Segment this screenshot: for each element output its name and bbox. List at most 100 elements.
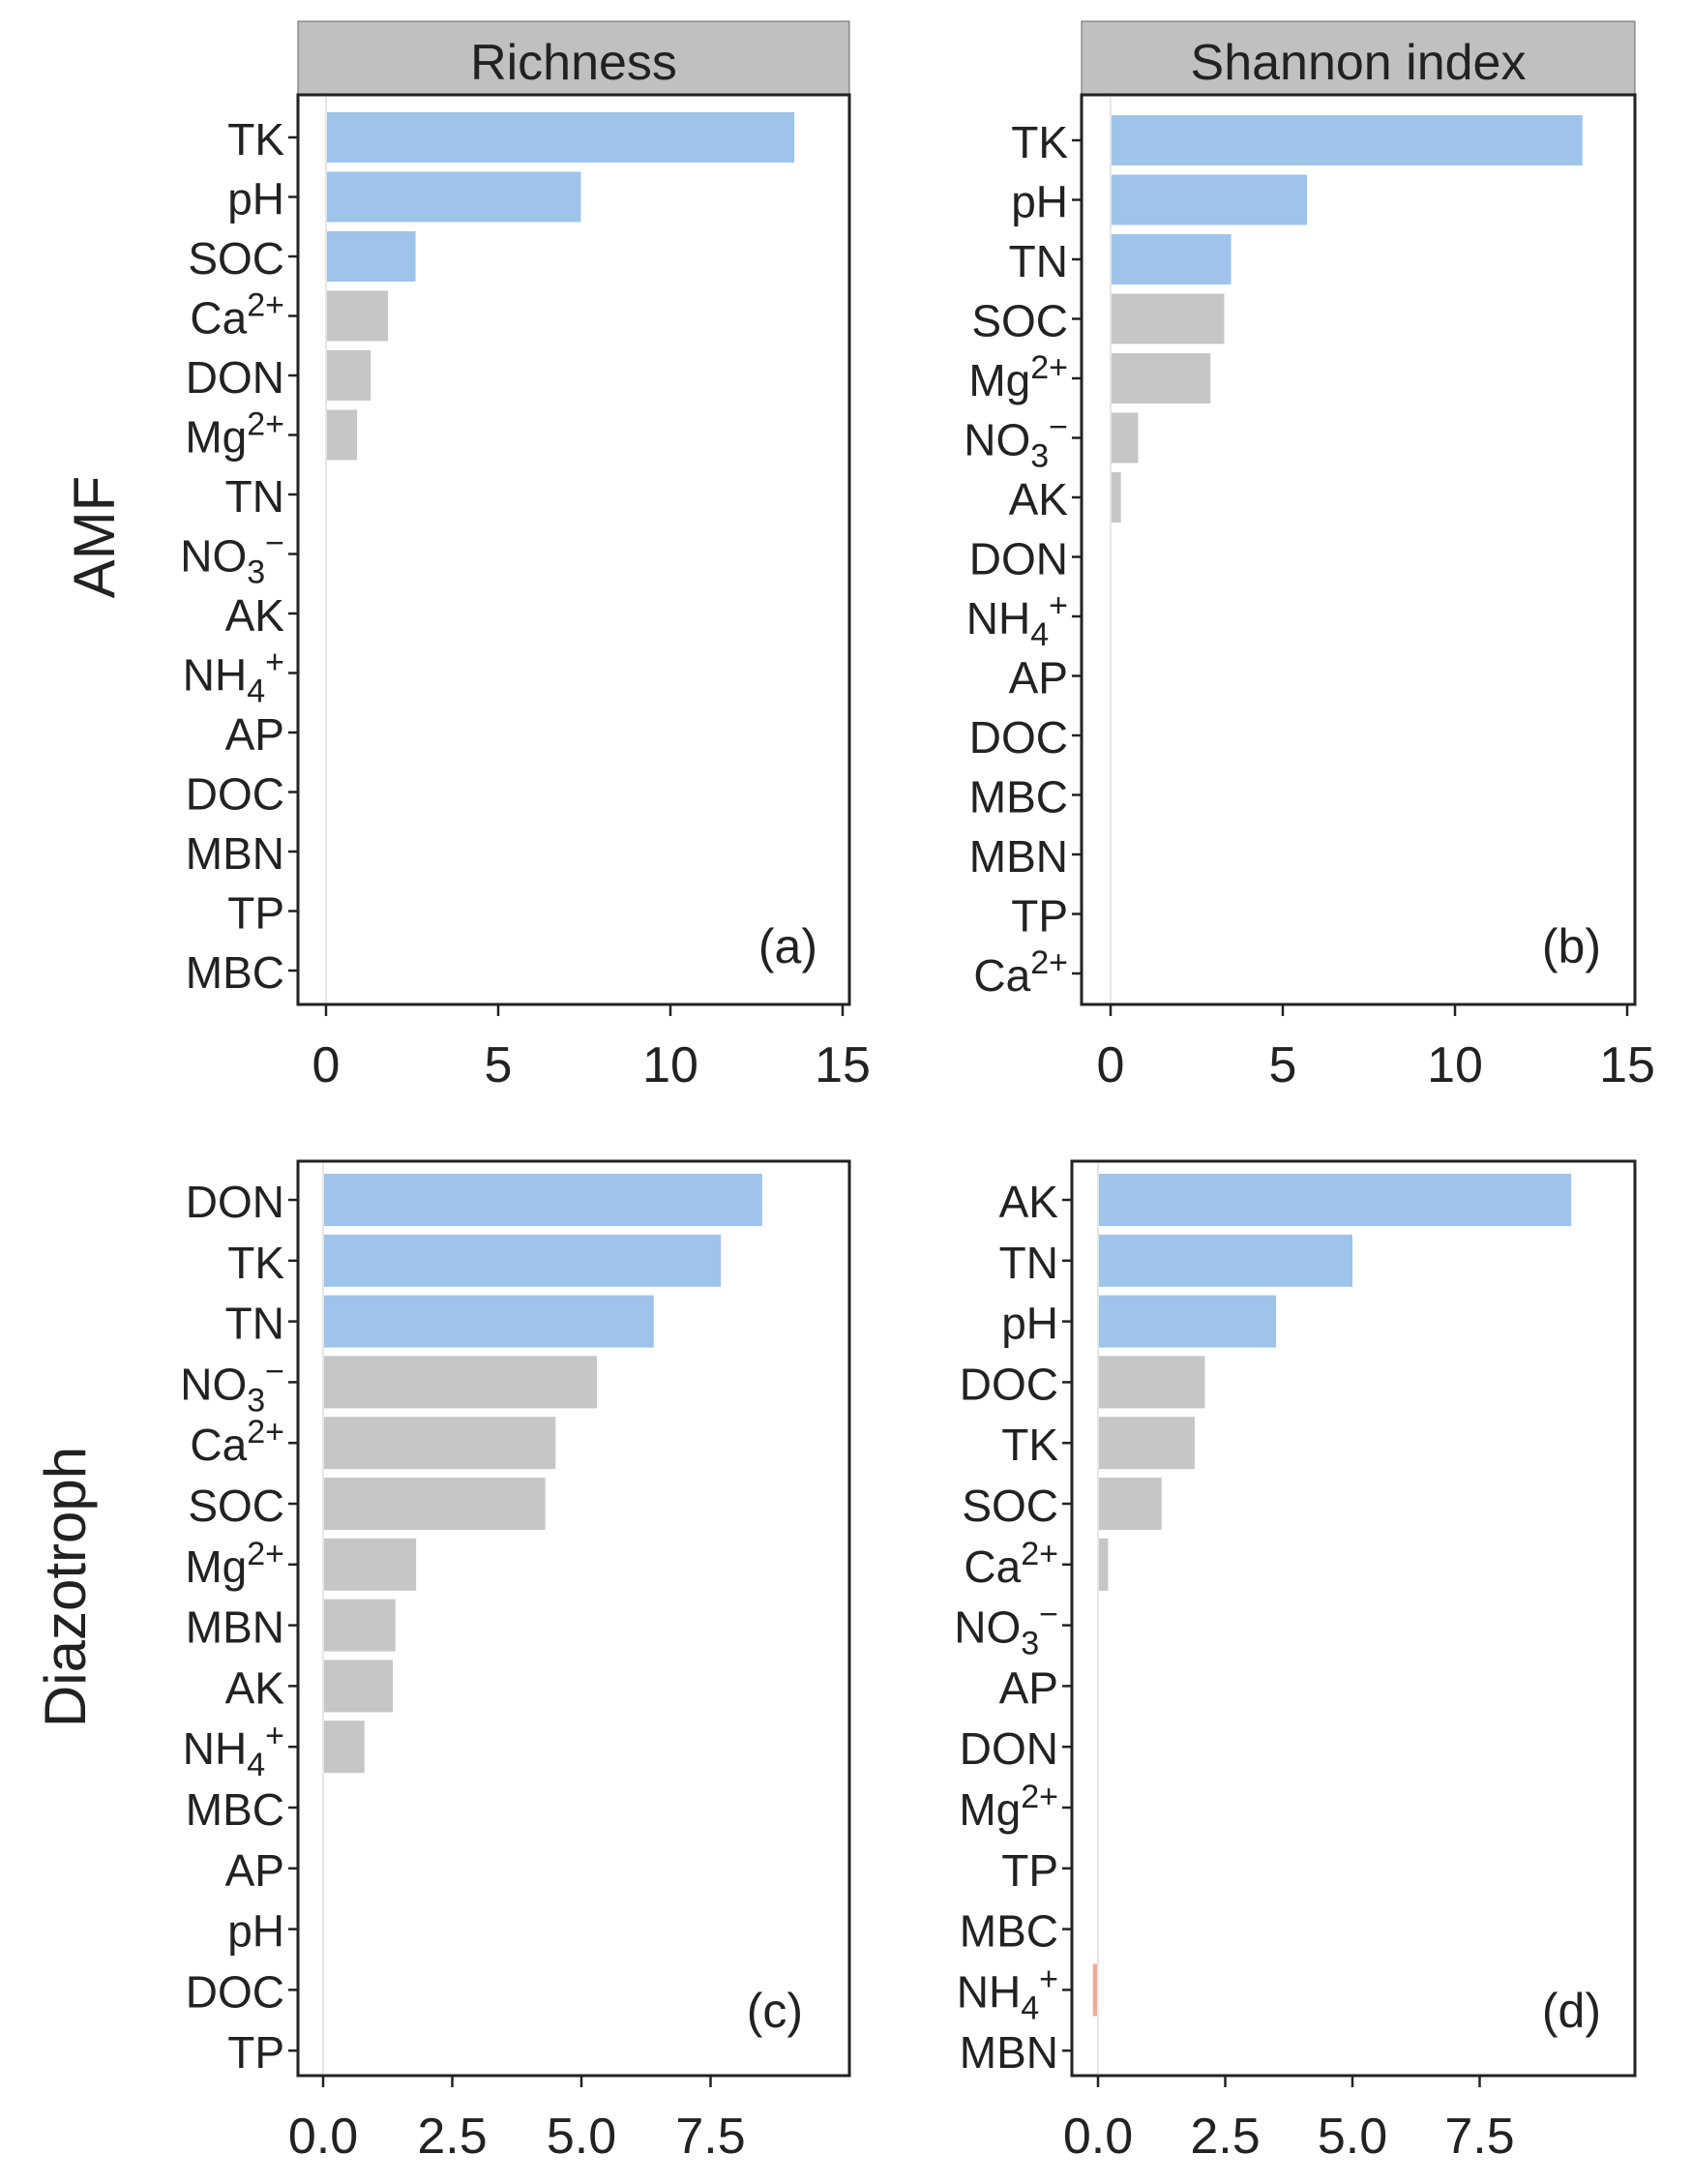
xtick-label-b-0: 0: [1097, 1037, 1125, 1093]
bar-d-nh4: [1092, 1963, 1098, 2017]
category-label-b-tk: TK: [1011, 117, 1068, 167]
bar-a-ph: [326, 171, 581, 223]
bar-d-tk: [1098, 1417, 1195, 1470]
bar-d-ph: [1098, 1295, 1277, 1348]
category-label-d-tn: TN: [999, 1238, 1058, 1288]
bar-a-mg2: [326, 409, 358, 461]
category-label-c-mbn: MBN: [186, 1602, 284, 1653]
category-label-c-don: DON: [186, 1177, 284, 1227]
bar-b-ph: [1111, 174, 1307, 225]
strip-shannon: Shannon index: [1081, 20, 1636, 96]
category-label-b-doc: DOC: [969, 712, 1068, 763]
xtick-label-c-3: 7.5: [675, 2109, 745, 2165]
bar-c-tk: [323, 1234, 722, 1287]
bar-d-soc: [1098, 1478, 1162, 1530]
row-label-diazotroph: Diazotroph: [33, 1447, 98, 1727]
category-label-b-tn: TN: [1009, 236, 1068, 286]
category-label-c-mg2: Mg2+: [185, 1536, 284, 1592]
category-label-d-ph: pH: [1001, 1299, 1058, 1349]
category-label-d-ak: AK: [999, 1177, 1059, 1227]
bar-b-ak: [1111, 472, 1121, 523]
category-label-c-ak: AK: [225, 1662, 285, 1713]
strip-richness-label: Richness: [470, 35, 677, 91]
strip-shannon-bg: [1081, 20, 1636, 96]
category-label-d-mbn: MBN: [960, 2027, 1058, 2078]
bar-c-mbn: [323, 1599, 396, 1652]
category-label-d-mbc: MBC: [960, 1906, 1058, 1957]
category-label-b-ak: AK: [1009, 474, 1069, 524]
bar-c-don: [323, 1174, 762, 1226]
category-label-c-no3: NO3−: [180, 1353, 284, 1419]
category-label-a-tp: TP: [227, 888, 284, 939]
category-label-b-tp: TP: [1011, 891, 1068, 942]
category-label-c-tp: TP: [227, 2027, 284, 2078]
category-label-b-mbn: MBN: [969, 831, 1068, 882]
bar-b-no3: [1111, 412, 1139, 464]
category-label-d-soc: SOC: [962, 1481, 1058, 1531]
category-label-c-ca2: Ca2+: [190, 1414, 284, 1470]
panel-tag-d: (d): [1542, 1984, 1601, 2038]
category-label-a-ap: AP: [225, 709, 284, 760]
category-label-a-soc: SOC: [188, 233, 284, 284]
category-label-b-nh4: NH4+: [966, 587, 1068, 653]
bar-a-tk: [326, 112, 795, 163]
category-label-a-ak: AK: [225, 590, 285, 641]
bar-b-mg2: [1111, 353, 1211, 404]
category-label-a-ph: pH: [227, 174, 284, 224]
xtick-label-d-0: 0.0: [1063, 2109, 1133, 2165]
category-label-a-don: DON: [186, 352, 284, 403]
bar-c-soc: [323, 1478, 546, 1530]
category-label-b-mbc: MBC: [969, 772, 1068, 823]
category-label-d-tp: TP: [1001, 1845, 1058, 1896]
xtick-label-d-2: 5.0: [1318, 2109, 1387, 2165]
xtick-label-a-3: 15: [815, 1037, 871, 1093]
strip-shannon-label: Shannon index: [1191, 35, 1527, 91]
bar-c-nh4: [323, 1720, 365, 1774]
xtick-label-a-0: 0: [312, 1037, 341, 1093]
xtick-label-b-1: 5: [1269, 1037, 1297, 1093]
category-label-a-mbn: MBN: [186, 828, 284, 879]
category-label-b-soc: SOC: [971, 296, 1068, 346]
category-label-c-mbc: MBC: [186, 1784, 284, 1835]
strip-richness: Richness: [297, 20, 850, 96]
category-label-d-doc: DOC: [960, 1359, 1058, 1409]
category-label-a-tk: TK: [227, 114, 284, 165]
panel-tag-c: (c): [747, 1984, 803, 2038]
category-label-b-mg2: Mg2+: [968, 349, 1068, 405]
xtick-label-b-2: 10: [1427, 1037, 1483, 1093]
xtick-label-a-1: 5: [485, 1037, 513, 1093]
category-label-a-nh4: NH4+: [183, 644, 284, 710]
xtick-label-d-1: 2.5: [1190, 2109, 1260, 2165]
bar-d-tn: [1098, 1234, 1352, 1287]
xtick-label-c-1: 2.5: [417, 2109, 487, 2165]
category-label-c-nh4: NH4+: [183, 1718, 284, 1783]
bar-c-mg2: [323, 1538, 417, 1591]
category-label-d-ap: AP: [999, 1662, 1058, 1713]
panel-tag-a: (a): [758, 919, 817, 973]
category-label-d-tk: TK: [1001, 1420, 1058, 1470]
bar-b-soc: [1111, 293, 1225, 344]
category-label-b-ca2: Ca2+: [973, 944, 1068, 1001]
category-label-b-don: DON: [969, 534, 1068, 584]
category-label-d-don: DON: [960, 1723, 1058, 1774]
panel-b-frame: [1080, 93, 1637, 1006]
strip-richness-bg: [297, 20, 850, 96]
bar-a-soc: [326, 231, 416, 282]
bar-c-no3: [323, 1356, 598, 1409]
category-label-c-doc: DOC: [186, 1966, 284, 2017]
bar-b-tn: [1111, 234, 1232, 284]
category-label-c-tn: TN: [225, 1299, 284, 1349]
category-label-b-ap: AP: [1009, 653, 1068, 703]
category-label-a-ca2: Ca2+: [190, 287, 284, 344]
bar-a-don: [326, 350, 371, 401]
bar-c-tn: [323, 1295, 654, 1348]
bar-c-ca2: [323, 1417, 556, 1470]
category-label-d-no3: NO3−: [954, 1597, 1058, 1662]
category-label-a-doc: DOC: [186, 769, 284, 820]
bar-d-doc: [1098, 1356, 1205, 1409]
category-label-d-mg2: Mg2+: [959, 1779, 1058, 1835]
category-label-a-mbc: MBC: [186, 947, 284, 998]
